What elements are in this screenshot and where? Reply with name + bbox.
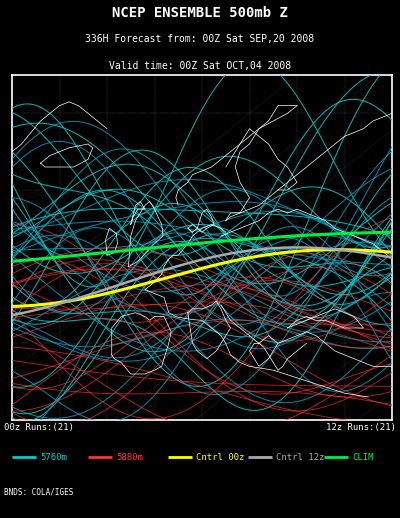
Text: BNDS: COLA/IGES: BNDS: COLA/IGES xyxy=(4,488,73,497)
Text: 00z Runs:(21): 00z Runs:(21) xyxy=(4,423,74,431)
Text: Cntrl 12z: Cntrl 12z xyxy=(276,453,324,462)
Text: CLIM: CLIM xyxy=(352,453,374,462)
Text: Valid time: 00Z Sat OCT,04 2008: Valid time: 00Z Sat OCT,04 2008 xyxy=(109,62,291,71)
Text: 5880m: 5880m xyxy=(116,453,143,462)
Text: 12z Runs:(21): 12z Runs:(21) xyxy=(326,423,396,431)
Text: Cntrl 00z: Cntrl 00z xyxy=(196,453,244,462)
Text: 5760m: 5760m xyxy=(40,453,67,462)
Text: NCEP ENSEMBLE 500mb Z: NCEP ENSEMBLE 500mb Z xyxy=(112,6,288,20)
Text: 336H Forecast from: 00Z Sat SEP,20 2008: 336H Forecast from: 00Z Sat SEP,20 2008 xyxy=(86,34,314,44)
